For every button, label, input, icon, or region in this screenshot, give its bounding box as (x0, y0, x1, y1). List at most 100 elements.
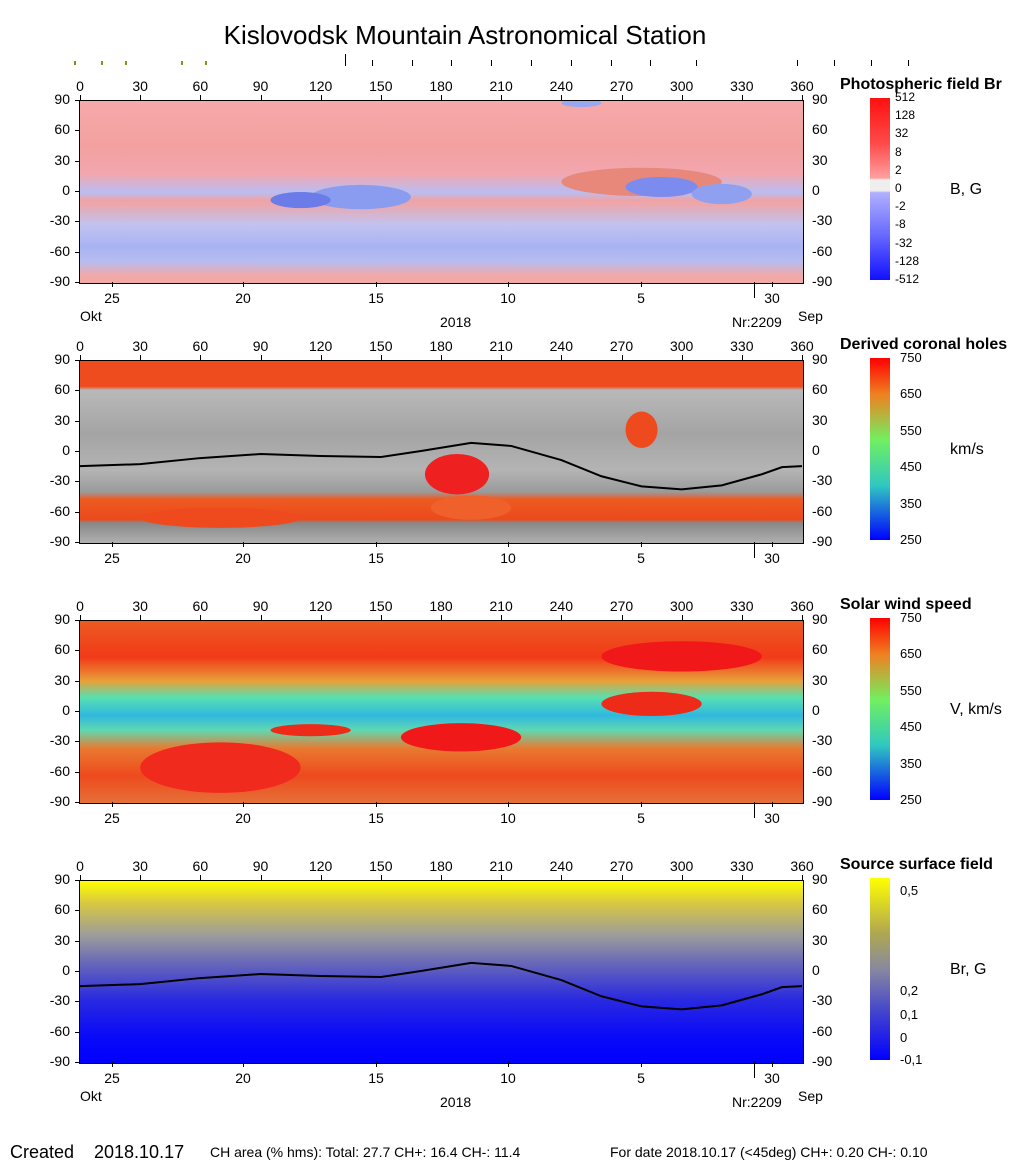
date-tick-mark (112, 1062, 113, 1067)
top-reference-tick (491, 60, 493, 66)
date-tick-label: 15 (368, 550, 384, 566)
y-tick-label-right: 60 (812, 121, 828, 138)
map-feature (601, 641, 762, 672)
y-tick-label-right: 60 (812, 901, 828, 918)
colorbar-label: 650 (900, 386, 922, 402)
x-tick-mark (140, 95, 142, 100)
date-tick-mark (772, 802, 773, 807)
x-tick-mark (561, 615, 563, 620)
x-tick-label: 120 (308, 858, 333, 874)
neutral-line (80, 441, 802, 491)
top-reference-tick-colored (204, 61, 207, 65)
x-tick-label: 90 (252, 858, 269, 874)
date-tick-mark (641, 542, 642, 547)
x-tick-mark (441, 615, 442, 620)
x-tick-label: 210 (489, 78, 513, 94)
x-tick-mark (802, 875, 803, 880)
date-tick-mark (243, 1062, 244, 1067)
x-tick-mark (380, 95, 382, 100)
y-tick-label-right: 60 (812, 641, 828, 658)
date-tick-label: 25 (104, 810, 120, 826)
x-tick-label: 150 (369, 598, 393, 614)
date-tick-mark (641, 282, 642, 287)
date-tick-label: 30 (764, 550, 780, 566)
y-tick-label-right: -90 (812, 793, 833, 809)
map-feature (561, 101, 602, 108)
x-tick-mark (741, 875, 743, 880)
x-tick-mark (681, 875, 683, 880)
x-tick-mark (561, 355, 563, 360)
y-tick-label-left: -60 (49, 242, 70, 259)
x-tick-mark (200, 875, 202, 880)
y-tick-label-right: 90 (812, 351, 828, 367)
y-tick-label-left: -60 (49, 502, 70, 519)
x-tick-mark (260, 355, 262, 360)
colorbar-label: 128 (895, 108, 916, 123)
map-feature (270, 724, 351, 737)
x-tick-mark (802, 615, 803, 620)
rotation-label: Nr:2209 (732, 314, 782, 330)
date-tick-label: 20 (235, 810, 251, 826)
x-tick-mark (621, 615, 623, 620)
colorbar (870, 358, 890, 540)
y-tick-label-right: -30 (812, 732, 833, 749)
top-reference-tick-colored (181, 61, 184, 65)
y-tick-label-left: -30 (49, 992, 70, 1009)
y-tick-label-left: 30 (54, 671, 70, 688)
x-tick-label: 270 (609, 598, 634, 614)
y-tick-label-right: 30 (812, 931, 828, 948)
x-tick-mark (80, 615, 81, 620)
y-tick-mark (75, 191, 80, 192)
x-tick-mark (681, 95, 683, 100)
date-tick-label: 20 (235, 290, 251, 306)
x-tick-label: 30 (132, 598, 148, 614)
colorbar (870, 878, 890, 1060)
x-tick-mark (140, 875, 142, 880)
y-tick-label-right: -30 (812, 992, 833, 1009)
x-tick-label: 150 (369, 338, 393, 354)
date-tick-label: 10 (500, 290, 516, 306)
colorbar-title: Derived coronal holes (840, 336, 1008, 353)
colorbar-label: 450 (900, 459, 922, 475)
map-feature (691, 183, 752, 205)
y-tick-label-left: 90 (54, 871, 70, 887)
x-tick-mark (441, 355, 442, 360)
map-feature (601, 691, 702, 717)
top-reference-tick (870, 60, 872, 66)
top-reference-tick (833, 60, 835, 66)
x-tick-mark (621, 875, 623, 880)
x-tick-mark (260, 875, 262, 880)
x-tick-label: 270 (609, 338, 634, 354)
date-tick-mark (508, 1062, 509, 1067)
colorbar-label: -32 (895, 235, 913, 250)
date-tick-mark (112, 282, 113, 287)
y-tick-mark (75, 130, 80, 132)
x-tick-label: 240 (549, 78, 573, 94)
x-tick-mark (501, 875, 503, 880)
x-tick-label: 120 (308, 338, 333, 354)
x-tick-mark (741, 95, 743, 100)
neutral-line (80, 961, 802, 1011)
x-tick-mark (741, 355, 743, 360)
map-overlay (80, 961, 802, 1011)
date-tick-label: 10 (500, 1070, 516, 1086)
y-tick-mark (75, 741, 80, 743)
date-tick-mark (243, 802, 244, 807)
y-tick-mark (75, 650, 80, 652)
x-tick-mark (380, 875, 382, 880)
colorbar-label: 350 (900, 755, 922, 771)
y-tick-label-left: -90 (49, 793, 70, 809)
y-tick-mark (75, 1062, 80, 1063)
top-reference-tick (908, 60, 909, 66)
top-reference-tick (695, 60, 697, 66)
x-tick-mark (140, 355, 142, 360)
colorbar-label: 0,1 (900, 1006, 919, 1022)
y-tick-mark (75, 1001, 80, 1003)
y-tick-label-left: 60 (54, 381, 70, 398)
page-title: Kislovodsk Mountain Astronomical Station (223, 20, 707, 50)
x-tick-label: 60 (192, 78, 209, 94)
y-tick-label-left: 60 (54, 901, 70, 918)
date-tick-label: 25 (104, 1070, 120, 1086)
map-feature (140, 742, 301, 793)
x-tick-mark (561, 875, 563, 880)
